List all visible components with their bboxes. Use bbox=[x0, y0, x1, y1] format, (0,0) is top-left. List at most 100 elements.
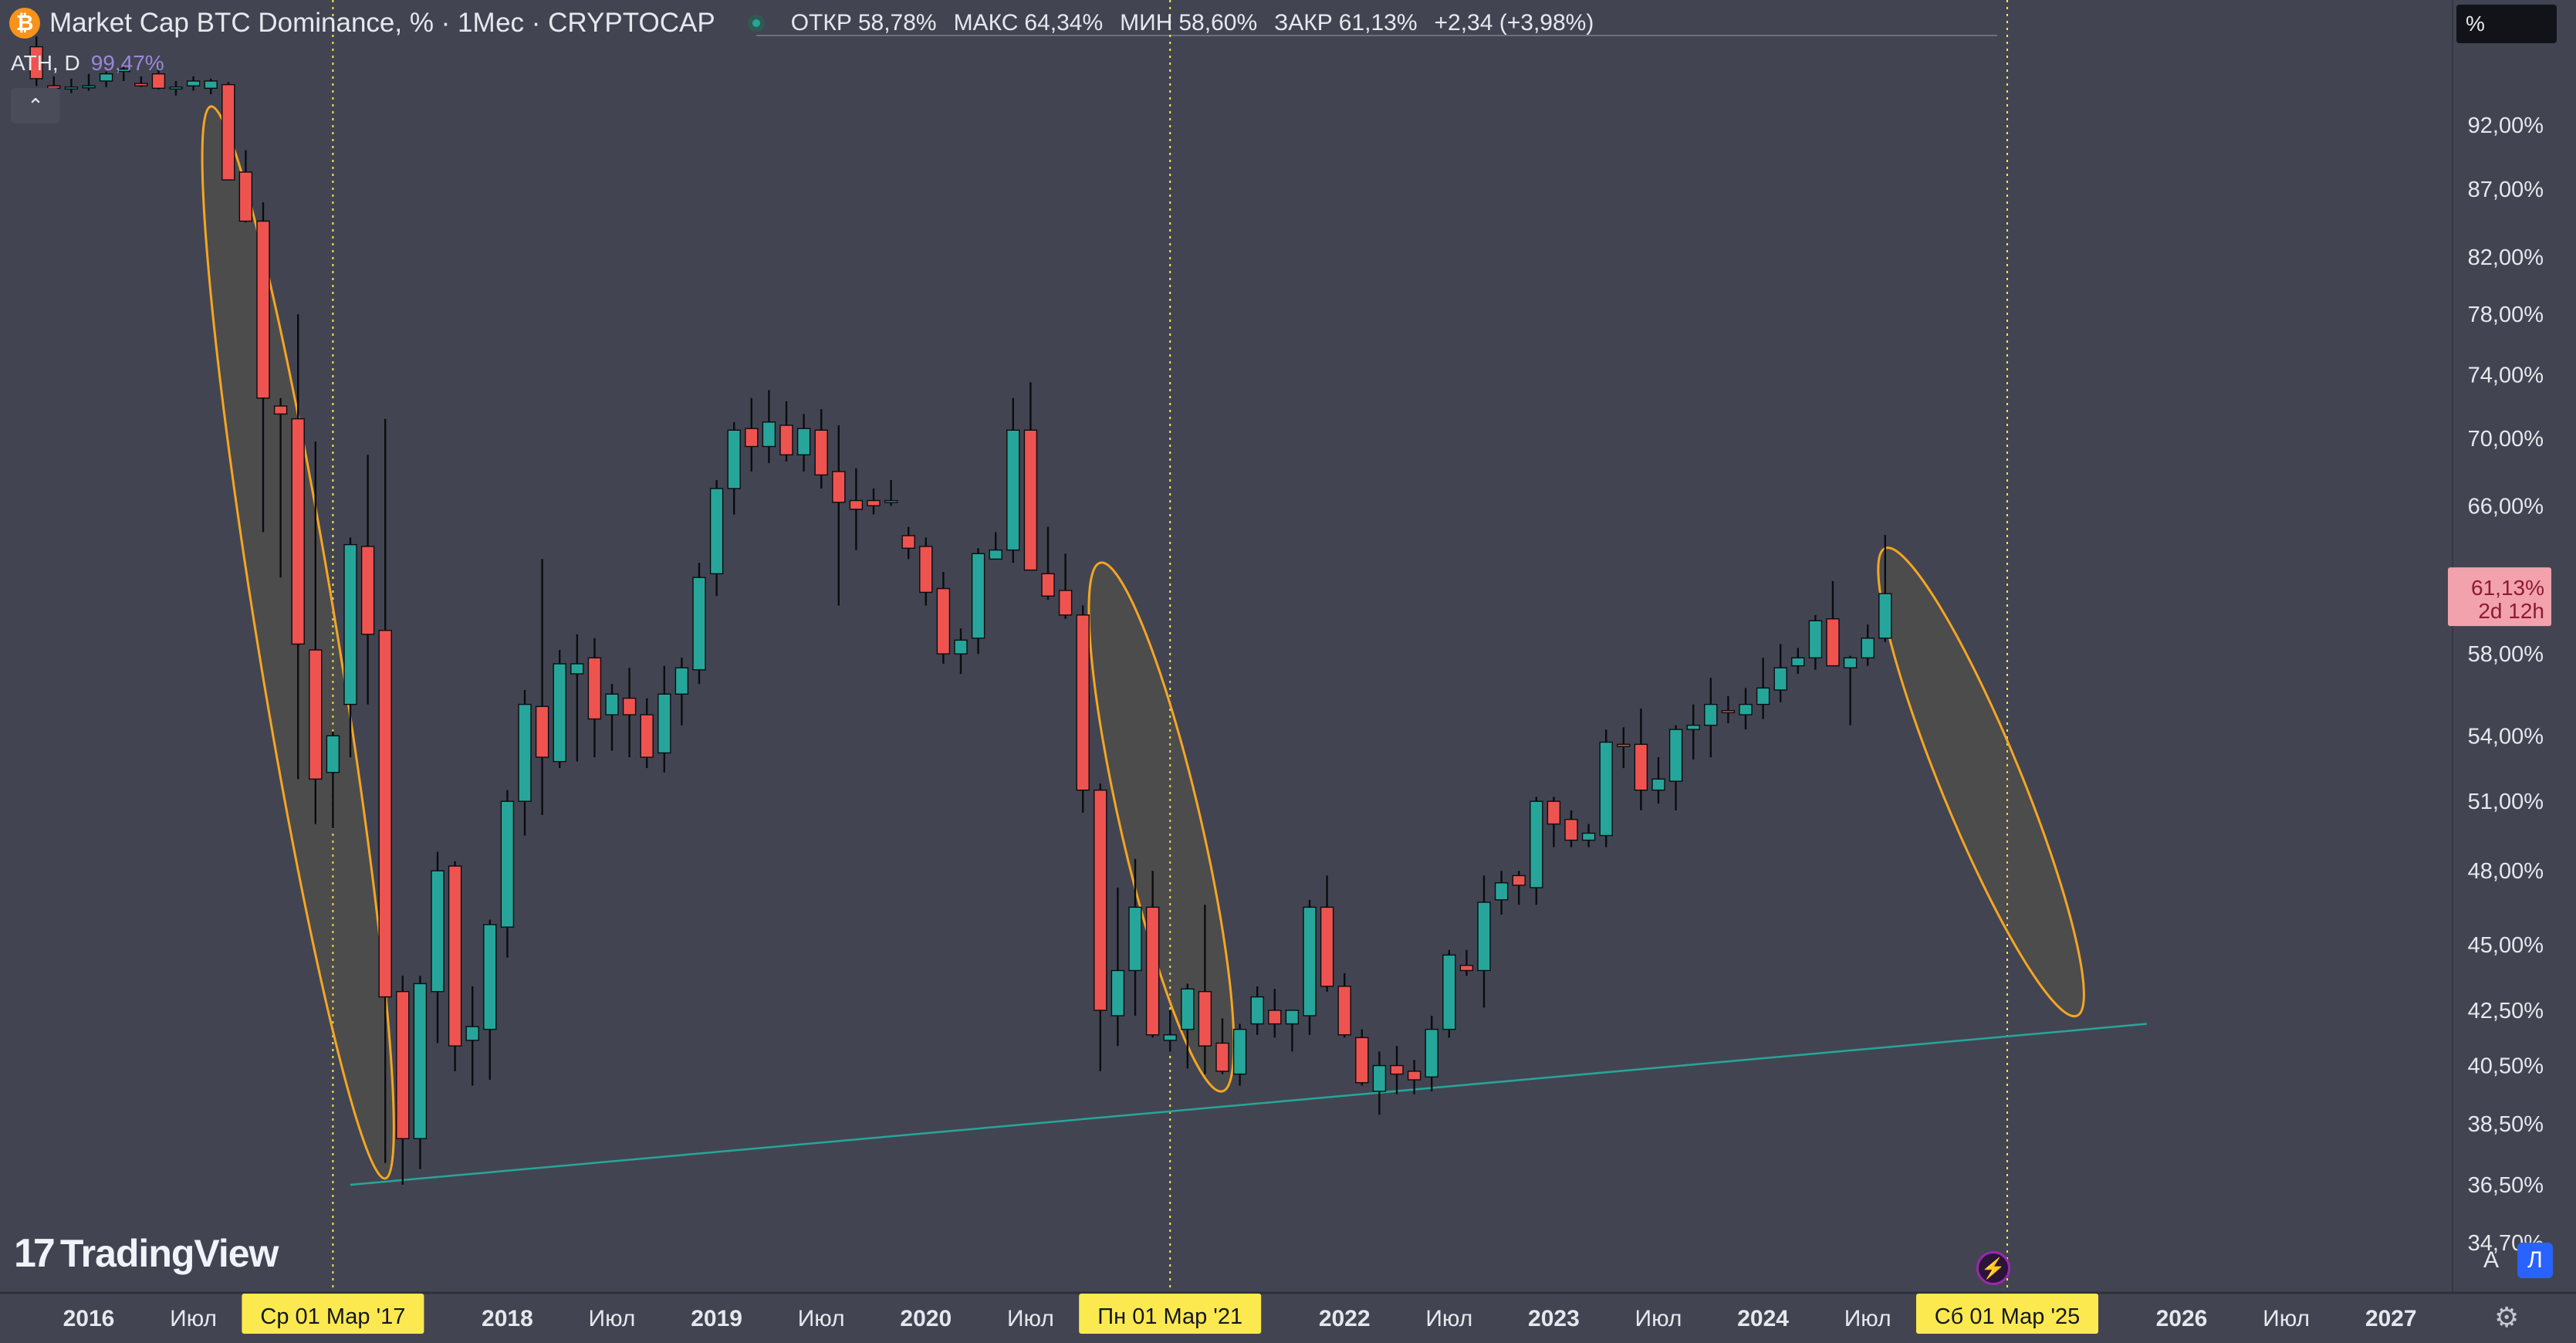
candle bbox=[989, 532, 1002, 560]
collapse-legend-button[interactable]: ⌃ bbox=[11, 88, 60, 123]
price-tick-label: 54,00% bbox=[2468, 724, 2544, 749]
price-tick-label: 48,00% bbox=[2468, 859, 2544, 884]
candle bbox=[762, 390, 776, 464]
candle-body bbox=[587, 657, 602, 720]
candle-body bbox=[396, 991, 410, 1139]
symbol-title[interactable]: Market Cap BTC Dominance, % · 1Мес · CRY… bbox=[49, 8, 715, 38]
candle bbox=[1006, 397, 1020, 563]
candle bbox=[309, 441, 323, 824]
tradingview-logo[interactable]: 17 TradingView bbox=[14, 1230, 279, 1277]
candle bbox=[151, 69, 166, 90]
log-scale-button[interactable]: Л bbox=[2517, 1243, 2553, 1278]
candle-body bbox=[1459, 965, 1474, 972]
candle bbox=[709, 479, 724, 597]
trendline bbox=[350, 1023, 2147, 1186]
candle bbox=[238, 150, 253, 223]
candle bbox=[448, 861, 462, 1071]
candle-body bbox=[692, 577, 706, 671]
chart-header: ₿ Market Cap BTC Dominance, % · 1Мес · C… bbox=[9, 3, 1604, 43]
tradingview-mark-icon: 17 bbox=[14, 1231, 56, 1276]
candle-body bbox=[238, 171, 253, 222]
candle-body bbox=[221, 83, 235, 181]
candle-body bbox=[1232, 1028, 1247, 1075]
candle-body bbox=[796, 428, 811, 455]
candle-body bbox=[1390, 1064, 1404, 1075]
price-tick-label: 70,00% bbox=[2468, 427, 2544, 452]
candle bbox=[814, 409, 828, 489]
chevron-up-icon: ⌃ bbox=[27, 93, 44, 117]
time-tick-label: Июл bbox=[1635, 1306, 1682, 1331]
candle-body bbox=[674, 667, 689, 695]
candle-body bbox=[360, 546, 375, 635]
candle bbox=[221, 82, 235, 181]
candle bbox=[29, 36, 43, 86]
ath-indicator[interactable]: ATH, D 99,47% bbox=[11, 51, 164, 76]
candle-body bbox=[117, 68, 130, 73]
candle-body bbox=[500, 800, 515, 928]
candle-body bbox=[1425, 1028, 1438, 1077]
candle-body bbox=[779, 425, 793, 455]
date-marker-badge bbox=[1916, 1294, 2098, 1334]
price-tick-label: 66,00% bbox=[2468, 494, 2544, 519]
candle bbox=[1076, 605, 1090, 813]
candle bbox=[82, 73, 96, 91]
candle-body bbox=[1599, 741, 1613, 837]
candle-body bbox=[1076, 614, 1090, 791]
gear-icon[interactable]: ⚙ bbox=[2494, 1301, 2520, 1333]
candle bbox=[849, 468, 864, 550]
candle bbox=[1094, 783, 1107, 1071]
candle-body bbox=[64, 86, 79, 90]
candle-body bbox=[448, 865, 462, 1047]
price-tick-label: 87,00% bbox=[2468, 178, 2544, 202]
unit-selector[interactable]: % bbox=[2456, 5, 2557, 43]
candle-body bbox=[465, 1026, 479, 1041]
candle bbox=[1581, 824, 1596, 847]
candle bbox=[186, 76, 201, 91]
lightning-icon[interactable]: ⚡ bbox=[1976, 1251, 2010, 1285]
time-tick-label: 2022 bbox=[1319, 1306, 1371, 1331]
ohlc-legend: ОТКР 58,78% МАКС 64,34% МИН 58,60% ЗАКР 61,1… bbox=[791, 10, 1605, 36]
high-label: МАКС bbox=[953, 10, 1019, 36]
price-tick-label: 38,50% bbox=[2468, 1112, 2544, 1137]
time-tick-label: 2027 bbox=[2365, 1306, 2417, 1331]
candle bbox=[500, 790, 515, 958]
time-tick-label: Июл bbox=[798, 1306, 845, 1331]
candle bbox=[1372, 1051, 1387, 1115]
candle bbox=[518, 689, 532, 836]
candle bbox=[99, 71, 113, 87]
low-label: МИН bbox=[1120, 10, 1173, 36]
candle bbox=[64, 78, 79, 93]
candle-body bbox=[1128, 906, 1142, 972]
candle-body bbox=[291, 418, 305, 645]
candle bbox=[1773, 644, 1787, 702]
candle-body bbox=[936, 587, 951, 655]
date-marker-label: Сб 01 Мар '25 bbox=[1935, 1304, 2081, 1329]
candle-body bbox=[1163, 1034, 1177, 1041]
candle-body bbox=[1058, 590, 1073, 616]
open-value: 58,78% bbox=[857, 10, 937, 36]
date-marker-badge bbox=[1079, 1294, 1262, 1334]
candle bbox=[1355, 1029, 1369, 1086]
candle bbox=[1442, 949, 1456, 1038]
candle-body bbox=[553, 663, 566, 763]
candle bbox=[1041, 526, 1055, 600]
candle-body bbox=[134, 83, 148, 86]
candle bbox=[1303, 899, 1317, 1035]
candle-body bbox=[1198, 991, 1212, 1047]
time-tick-label: 2019 bbox=[691, 1306, 742, 1331]
candle bbox=[1843, 655, 1858, 726]
open-label: ОТКР bbox=[790, 10, 852, 36]
candle bbox=[1023, 382, 1038, 571]
candle-body bbox=[814, 429, 828, 476]
candle bbox=[1547, 797, 1561, 847]
candle-body bbox=[273, 405, 288, 415]
candle bbox=[1337, 973, 1351, 1038]
candle-body bbox=[919, 546, 933, 594]
candle bbox=[431, 851, 445, 1044]
price-tick-label: 40,50% bbox=[2468, 1054, 2544, 1079]
candle bbox=[1668, 725, 1683, 810]
candle-body bbox=[1250, 996, 1264, 1025]
auto-scale-button[interactable]: A bbox=[2483, 1247, 2499, 1273]
candle-body bbox=[658, 693, 671, 754]
